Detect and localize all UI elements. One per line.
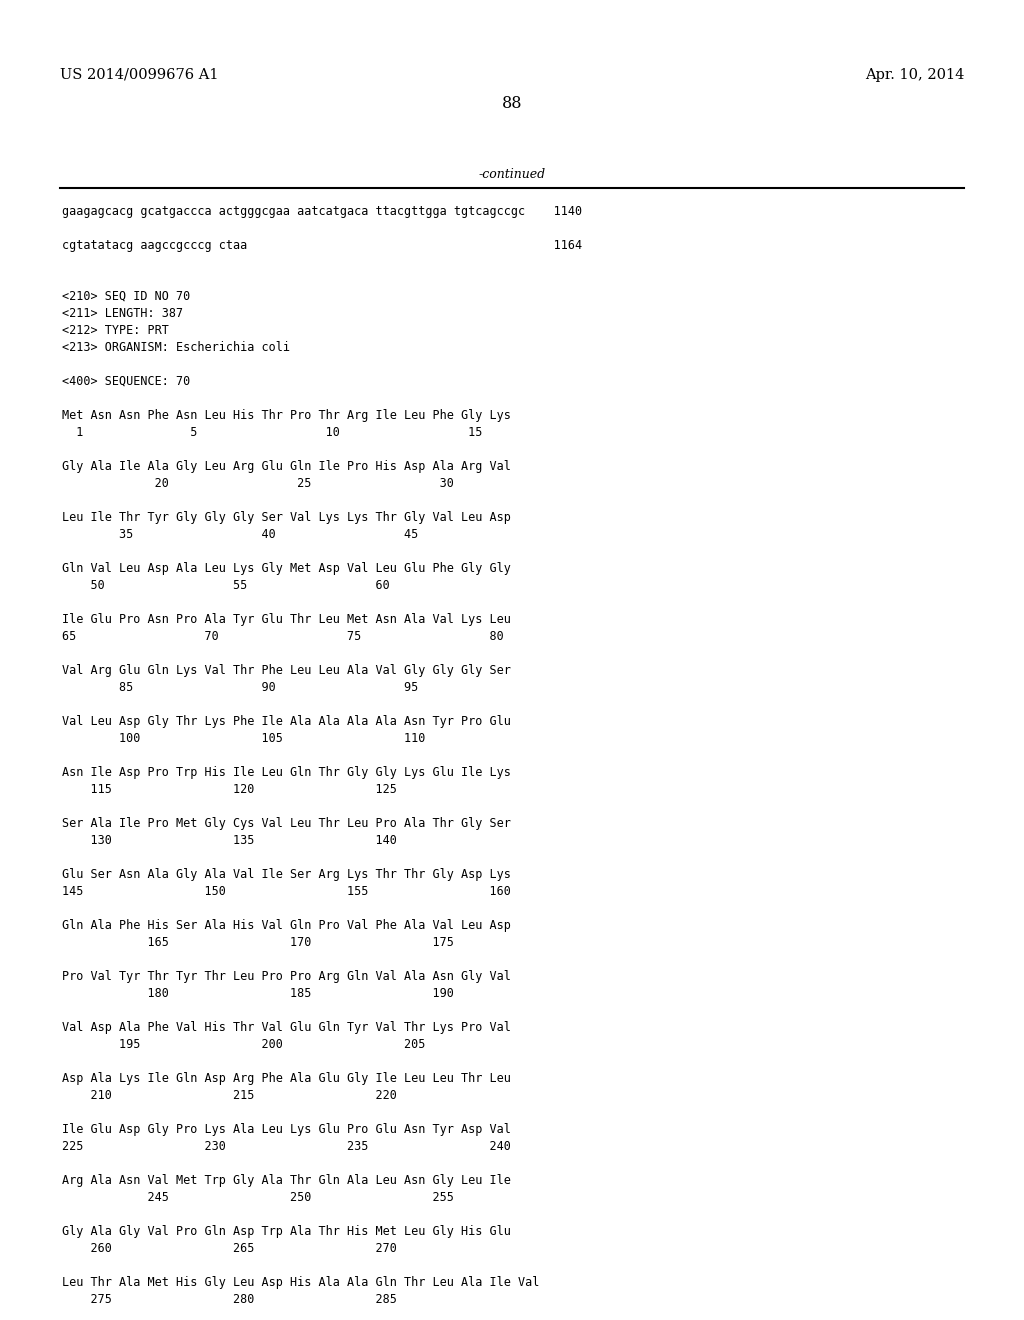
Text: 225                 230                 235                 240: 225 230 235 240 xyxy=(62,1140,511,1152)
Text: Glu Ser Asn Ala Gly Ala Val Ile Ser Arg Lys Thr Thr Gly Asp Lys: Glu Ser Asn Ala Gly Ala Val Ile Ser Arg … xyxy=(62,869,511,880)
Text: 210                 215                 220: 210 215 220 xyxy=(62,1089,397,1102)
Text: Arg Ala Asn Val Met Trp Gly Ala Thr Gln Ala Leu Asn Gly Leu Ile: Arg Ala Asn Val Met Trp Gly Ala Thr Gln … xyxy=(62,1173,511,1187)
Text: 130                 135                 140: 130 135 140 xyxy=(62,834,397,847)
Text: 180                 185                 190: 180 185 190 xyxy=(62,987,454,1001)
Text: 1               5                  10                  15: 1 5 10 15 xyxy=(62,426,482,440)
Text: gaagagcacg gcatgaccca actgggcgaa aatcatgaca ttacgttgga tgtcagccgc    1140: gaagagcacg gcatgaccca actgggcgaa aatcatg… xyxy=(62,205,582,218)
Text: <400> SEQUENCE: 70: <400> SEQUENCE: 70 xyxy=(62,375,190,388)
Text: Leu Thr Ala Met His Gly Leu Asp His Ala Ala Gln Thr Leu Ala Ile Val: Leu Thr Ala Met His Gly Leu Asp His Ala … xyxy=(62,1276,540,1290)
Text: Met Asn Asn Phe Asn Leu His Thr Pro Thr Arg Ile Leu Phe Gly Lys: Met Asn Asn Phe Asn Leu His Thr Pro Thr … xyxy=(62,409,511,422)
Text: Gly Ala Gly Val Pro Gln Asp Trp Ala Thr His Met Leu Gly His Glu: Gly Ala Gly Val Pro Gln Asp Trp Ala Thr … xyxy=(62,1225,511,1238)
Text: Val Arg Glu Gln Lys Val Thr Phe Leu Leu Ala Val Gly Gly Gly Ser: Val Arg Glu Gln Lys Val Thr Phe Leu Leu … xyxy=(62,664,511,677)
Text: Ser Ala Ile Pro Met Gly Cys Val Leu Thr Leu Pro Ala Thr Gly Ser: Ser Ala Ile Pro Met Gly Cys Val Leu Thr … xyxy=(62,817,511,830)
Text: Ile Glu Pro Asn Pro Ala Tyr Glu Thr Leu Met Asn Ala Val Lys Leu: Ile Glu Pro Asn Pro Ala Tyr Glu Thr Leu … xyxy=(62,612,511,626)
Text: <210> SEQ ID NO 70: <210> SEQ ID NO 70 xyxy=(62,290,190,304)
Text: <213> ORGANISM: Escherichia coli: <213> ORGANISM: Escherichia coli xyxy=(62,341,290,354)
Text: Gly Ala Ile Ala Gly Leu Arg Glu Gln Ile Pro His Asp Ala Arg Val: Gly Ala Ile Ala Gly Leu Arg Glu Gln Ile … xyxy=(62,459,511,473)
Text: 165                 170                 175: 165 170 175 xyxy=(62,936,454,949)
Text: 35                  40                  45: 35 40 45 xyxy=(62,528,418,541)
Text: 20                  25                  30: 20 25 30 xyxy=(62,477,454,490)
Text: 50                  55                  60: 50 55 60 xyxy=(62,579,390,591)
Text: 260                 265                 270: 260 265 270 xyxy=(62,1242,397,1255)
Text: 275                 280                 285: 275 280 285 xyxy=(62,1294,397,1305)
Text: Pro Val Tyr Thr Tyr Thr Leu Pro Pro Arg Gln Val Ala Asn Gly Val: Pro Val Tyr Thr Tyr Thr Leu Pro Pro Arg … xyxy=(62,970,511,983)
Text: Leu Ile Thr Tyr Gly Gly Gly Ser Val Lys Lys Thr Gly Val Leu Asp: Leu Ile Thr Tyr Gly Gly Gly Ser Val Lys … xyxy=(62,511,511,524)
Text: 65                  70                  75                  80: 65 70 75 80 xyxy=(62,630,504,643)
Text: <211> LENGTH: 387: <211> LENGTH: 387 xyxy=(62,308,183,319)
Text: Asp Ala Lys Ile Gln Asp Arg Phe Ala Glu Gly Ile Leu Leu Thr Leu: Asp Ala Lys Ile Gln Asp Arg Phe Ala Glu … xyxy=(62,1072,511,1085)
Text: 85                  90                  95: 85 90 95 xyxy=(62,681,418,694)
Text: 145                 150                 155                 160: 145 150 155 160 xyxy=(62,884,511,898)
Text: Gln Val Leu Asp Ala Leu Lys Gly Met Asp Val Leu Glu Phe Gly Gly: Gln Val Leu Asp Ala Leu Lys Gly Met Asp … xyxy=(62,562,511,576)
Text: Gln Ala Phe His Ser Ala His Val Gln Pro Val Phe Ala Val Leu Asp: Gln Ala Phe His Ser Ala His Val Gln Pro … xyxy=(62,919,511,932)
Text: -continued: -continued xyxy=(478,168,546,181)
Text: Apr. 10, 2014: Apr. 10, 2014 xyxy=(864,69,964,82)
Text: Ile Glu Asp Gly Pro Lys Ala Leu Lys Glu Pro Glu Asn Tyr Asp Val: Ile Glu Asp Gly Pro Lys Ala Leu Lys Glu … xyxy=(62,1123,511,1137)
Text: 100                 105                 110: 100 105 110 xyxy=(62,733,425,744)
Text: 88: 88 xyxy=(502,95,522,112)
Text: US 2014/0099676 A1: US 2014/0099676 A1 xyxy=(60,69,218,82)
Text: <212> TYPE: PRT: <212> TYPE: PRT xyxy=(62,323,169,337)
Text: 115                 120                 125: 115 120 125 xyxy=(62,783,397,796)
Text: cgtatatacg aagccgcccg ctaa                                           1164: cgtatatacg aagccgcccg ctaa 1164 xyxy=(62,239,582,252)
Text: Val Leu Asp Gly Thr Lys Phe Ile Ala Ala Ala Ala Asn Tyr Pro Glu: Val Leu Asp Gly Thr Lys Phe Ile Ala Ala … xyxy=(62,715,511,729)
Text: 245                 250                 255: 245 250 255 xyxy=(62,1191,454,1204)
Text: Val Asp Ala Phe Val His Thr Val Glu Gln Tyr Val Thr Lys Pro Val: Val Asp Ala Phe Val His Thr Val Glu Gln … xyxy=(62,1020,511,1034)
Text: Asn Ile Asp Pro Trp His Ile Leu Gln Thr Gly Gly Lys Glu Ile Lys: Asn Ile Asp Pro Trp His Ile Leu Gln Thr … xyxy=(62,766,511,779)
Text: 195                 200                 205: 195 200 205 xyxy=(62,1038,425,1051)
